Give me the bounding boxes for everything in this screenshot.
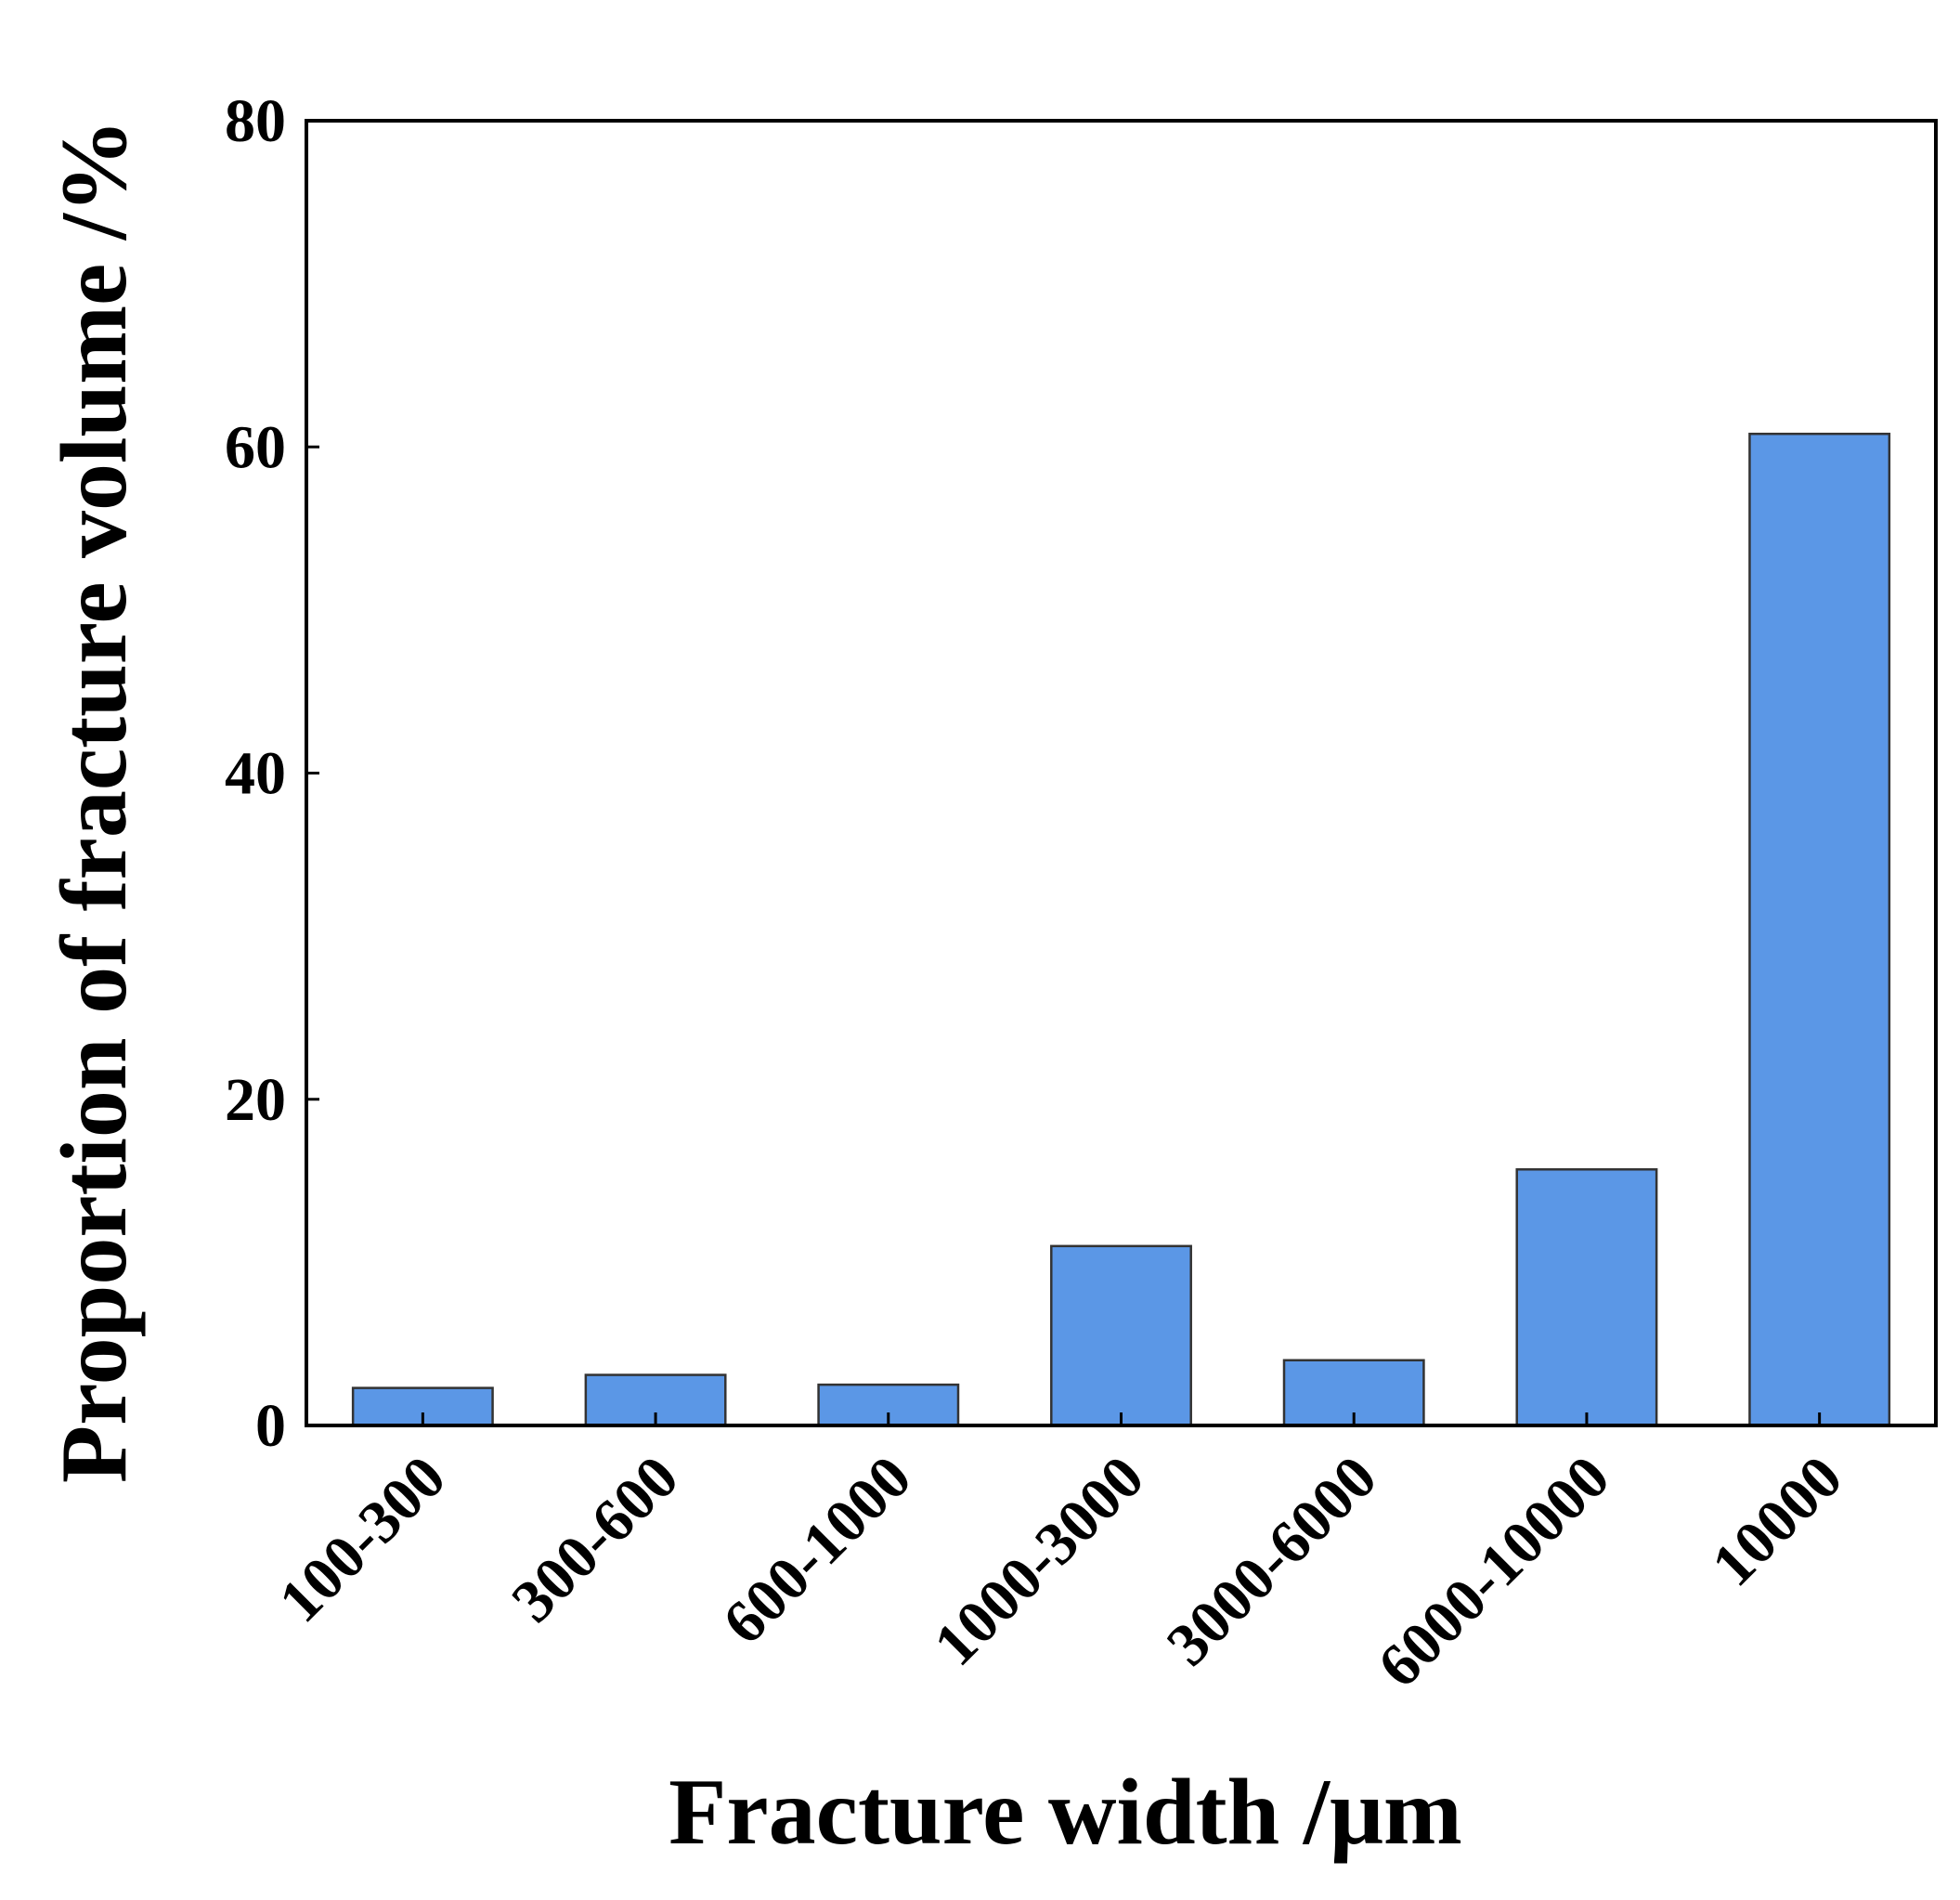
y-tick-label: 20 <box>225 1066 286 1134</box>
bar-6000-10000 <box>1515 1168 1658 1427</box>
y-tick-labels: 0 20 40 60 80 <box>225 87 286 1460</box>
x-tick-label: 6000-10000 <box>1365 1443 1622 1700</box>
bars-layer <box>351 432 1891 1427</box>
x-tick-labels: 100-300 300-600 600-10001000-30003000-6000… <box>266 1443 1855 1700</box>
y-tick-label: 80 <box>225 87 286 155</box>
x-tick-label: 3000-6000 <box>1154 1443 1390 1679</box>
x-axis-title: Fracture width /μm <box>668 1760 1462 1865</box>
x-tick-label: 600-1000 <box>710 1443 925 1658</box>
x-tick-label: 10000 <box>1699 1443 1855 1599</box>
y-tick-label: 60 <box>225 413 286 481</box>
x-tick-label: 1000-3000 <box>921 1443 1157 1679</box>
y-tick-label: 40 <box>225 740 286 808</box>
bar-1000-3000 <box>1050 1244 1192 1427</box>
y-tick-label: 0 <box>255 1392 286 1460</box>
bar-10000 <box>1748 432 1891 1427</box>
plot-frame <box>305 119 1938 1427</box>
x-tick-label: 300-600 <box>500 1443 692 1635</box>
x-tick-label: 100-300 <box>266 1443 459 1635</box>
y-axis-title: Proportion of fracture volume /% <box>42 119 147 1483</box>
